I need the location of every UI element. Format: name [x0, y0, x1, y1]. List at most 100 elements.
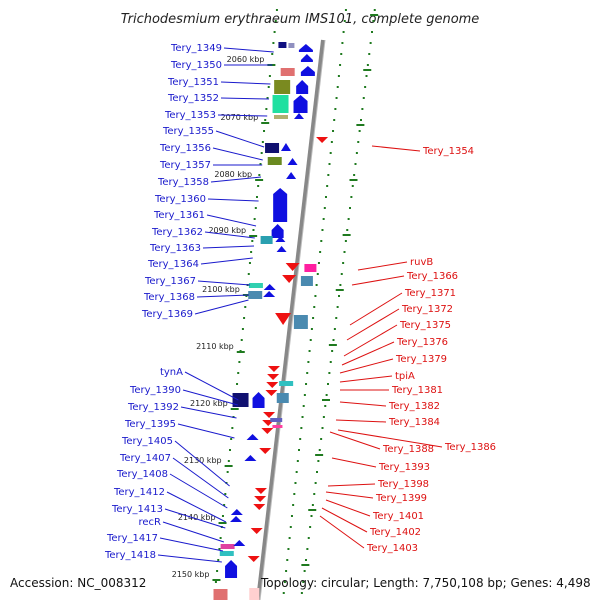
- tick-dot: [307, 537, 310, 539]
- tick-dot: [317, 460, 320, 462]
- gene-label-tery-1402[interactable]: Tery_1402: [369, 527, 421, 538]
- gene-label-tery-1386[interactable]: Tery_1386: [444, 442, 496, 453]
- gene-label-tery-1352[interactable]: Tery_1352: [167, 93, 219, 104]
- tick-dot: [323, 207, 326, 209]
- gene-label-tery-1418[interactable]: Tery_1418: [104, 550, 156, 561]
- gene-label-tery-1357[interactable]: Tery_1357: [159, 160, 211, 171]
- leader-line: [180, 406, 237, 419]
- leader-line: [197, 280, 251, 286]
- tick-dot: [341, 42, 344, 44]
- gene-label-tery-1417[interactable]: Tery_1417: [106, 533, 158, 544]
- gene-arrow: [267, 374, 280, 380]
- leader-line: [202, 245, 255, 249]
- gene-label-tery-1366[interactable]: Tery_1366: [406, 271, 458, 282]
- gene-label-tery-1361[interactable]: Tery_1361: [153, 210, 205, 221]
- gene-box: [213, 589, 228, 600]
- tick-dot: [327, 174, 330, 176]
- tick-dot: [271, 53, 274, 55]
- gene-box: [274, 80, 291, 94]
- gene-label-tery-1379[interactable]: Tery_1379: [395, 354, 447, 365]
- tick-dot: [240, 339, 243, 341]
- gene-label-tery-1407[interactable]: Tery_1407: [119, 453, 171, 464]
- tick-dot: [331, 350, 334, 352]
- gene-label-tery-1405[interactable]: Tery_1405: [121, 436, 173, 447]
- gene-box: [274, 115, 289, 119]
- gene-label-tery-1393[interactable]: Tery_1393: [378, 462, 430, 473]
- gene-label-tery-1372[interactable]: Tery_1372: [401, 304, 453, 315]
- tick-dot: [327, 383, 329, 385]
- gene-arrow: [247, 556, 260, 562]
- gene-box: [288, 43, 295, 48]
- gene-label-tery-1353[interactable]: Tery_1353: [164, 110, 216, 121]
- gene-label-tery-1401[interactable]: Tery_1401: [372, 511, 424, 522]
- gene-label-tery-1399[interactable]: Tery_1399: [375, 493, 427, 504]
- tick-dot: [302, 405, 305, 407]
- gene-arrow: [230, 509, 243, 515]
- major-tick: [308, 509, 317, 511]
- gene-label-tery-1354[interactable]: Tery_1354: [422, 146, 474, 157]
- gene-label-tery-1382[interactable]: Tery_1382: [388, 401, 440, 412]
- gene-label-tery-1376[interactable]: Tery_1376: [396, 337, 448, 348]
- tick-dot: [283, 581, 286, 583]
- tick-dot: [298, 449, 300, 451]
- gene-label-tery-1355[interactable]: Tery_1355: [162, 126, 214, 137]
- leader-line: [331, 457, 377, 468]
- gene-arrow: [300, 54, 313, 62]
- leader-line: [215, 130, 265, 148]
- gene-label-tery-1358[interactable]: Tery_1358: [157, 177, 209, 188]
- gene-label-tery-1356[interactable]: Tery_1356: [159, 143, 211, 154]
- tick-dot: [307, 361, 310, 363]
- tick-dot: [325, 394, 328, 396]
- gene-labels[interactable]: Tery_1349 Tery_1350 Tery_1351 Tery_1352 Tery…: [104, 43, 496, 561]
- major-tick: [322, 399, 330, 401]
- gene-label-tery-1388[interactable]: Tery_1388: [382, 444, 434, 455]
- tick-dot: [338, 295, 340, 297]
- gene-label-tery-1367[interactable]: Tery_1367: [144, 276, 196, 287]
- gene-label-tery-1398[interactable]: Tery_1398: [377, 479, 429, 490]
- gene-label-tery-1375[interactable]: Tery_1375: [399, 320, 451, 331]
- gene-label-tery-1395[interactable]: Tery_1395: [124, 419, 176, 430]
- gene-label-recr[interactable]: recR: [139, 517, 162, 528]
- gene-label-tery-1371[interactable]: Tery_1371: [404, 288, 456, 299]
- major-tick: [335, 289, 344, 291]
- kbp-tick: [249, 235, 258, 237]
- tick-dot: [214, 581, 217, 583]
- tick-dot: [305, 559, 307, 561]
- gene-label-ruvb[interactable]: ruvB: [410, 257, 433, 268]
- gene-label-tpia[interactable]: tpiA: [395, 371, 415, 382]
- tick-dot: [282, 592, 285, 594]
- map-title: Trichodesmium erythraeum IMS101, complet…: [121, 12, 480, 27]
- gene-label-tery-1403[interactable]: Tery_1403: [366, 543, 418, 554]
- leader-line: [210, 176, 262, 183]
- gene-label-tery-1368[interactable]: Tery_1368: [143, 292, 195, 303]
- gene-box: [280, 68, 295, 76]
- gene-box: [293, 315, 308, 329]
- gene-label-tery-1381[interactable]: Tery_1381: [391, 385, 443, 396]
- gene-arrow: [265, 390, 278, 396]
- gene-label-tery-1351[interactable]: Tery_1351: [167, 77, 219, 88]
- gene-label-tery-1362[interactable]: Tery_1362: [151, 227, 203, 238]
- gene-label-tery-1363[interactable]: Tery_1363: [149, 243, 201, 254]
- tick-dot: [312, 317, 315, 319]
- tick-dot: [340, 273, 343, 275]
- leader-line: [357, 261, 408, 271]
- gene-label-tery-1412[interactable]: Tery_1412: [113, 487, 165, 498]
- gene-arrow: [259, 448, 272, 454]
- gene-label-tyna[interactable]: tynA: [160, 367, 183, 378]
- gene-label-tery-1360[interactable]: Tery_1360: [154, 194, 206, 205]
- gene-arrow: [246, 434, 259, 440]
- major-tick: [315, 454, 324, 456]
- gene-label-tery-1384[interactable]: Tery_1384: [388, 417, 440, 428]
- gene-label-tery-1369[interactable]: Tery_1369: [141, 309, 193, 320]
- gene-label-tery-1349[interactable]: Tery_1349: [170, 43, 222, 54]
- tick-dot: [320, 438, 323, 440]
- tick-dot: [322, 218, 325, 220]
- gene-label-tery-1390[interactable]: Tery_1390: [129, 385, 181, 396]
- gene-label-tery-1392[interactable]: Tery_1392: [127, 402, 179, 413]
- gene-label-tery-1413[interactable]: Tery_1413: [111, 504, 163, 515]
- tick-dot: [318, 449, 321, 451]
- gene-label-tery-1408[interactable]: Tery_1408: [116, 469, 168, 480]
- gene-label-tery-1364[interactable]: Tery_1364: [147, 259, 199, 270]
- gene-label-tery-1350[interactable]: Tery_1350: [170, 60, 222, 71]
- leader-lines: [157, 47, 443, 563]
